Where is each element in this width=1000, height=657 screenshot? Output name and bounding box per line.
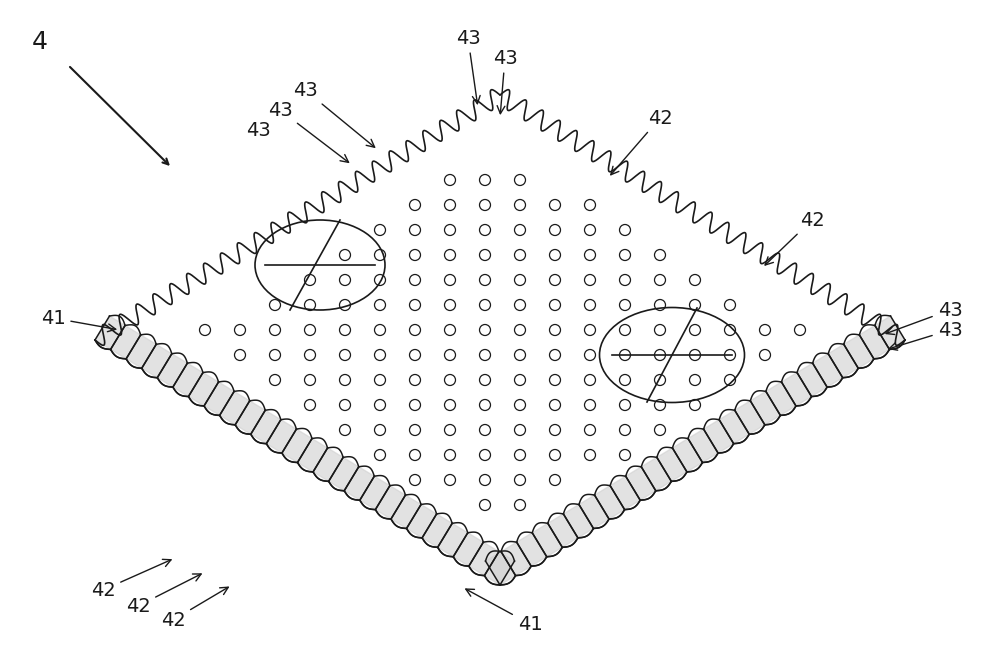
Text: 4: 4 — [32, 30, 48, 54]
Text: 42: 42 — [765, 210, 824, 265]
Text: 41: 41 — [41, 309, 116, 332]
Polygon shape — [95, 316, 125, 350]
Polygon shape — [844, 335, 874, 369]
Polygon shape — [501, 542, 531, 576]
Polygon shape — [563, 505, 593, 538]
Polygon shape — [626, 467, 656, 500]
Polygon shape — [813, 353, 843, 387]
Polygon shape — [517, 533, 547, 566]
Text: 43: 43 — [889, 321, 962, 350]
Polygon shape — [453, 533, 483, 566]
Polygon shape — [828, 344, 858, 378]
Polygon shape — [391, 495, 421, 528]
Polygon shape — [438, 524, 468, 556]
Polygon shape — [188, 373, 219, 406]
Polygon shape — [235, 401, 265, 434]
Polygon shape — [704, 420, 734, 453]
Polygon shape — [766, 382, 796, 415]
Polygon shape — [422, 514, 452, 547]
Polygon shape — [875, 316, 905, 350]
Polygon shape — [220, 392, 250, 425]
Polygon shape — [595, 486, 625, 519]
Text: 42: 42 — [161, 587, 228, 629]
Polygon shape — [282, 429, 312, 463]
Text: 42: 42 — [91, 559, 171, 599]
Polygon shape — [142, 344, 172, 378]
Polygon shape — [548, 514, 578, 547]
Polygon shape — [173, 363, 203, 397]
Polygon shape — [641, 457, 671, 491]
Text: 42: 42 — [126, 574, 201, 616]
Text: 43: 43 — [493, 49, 517, 114]
Polygon shape — [407, 505, 437, 538]
Polygon shape — [750, 392, 780, 425]
Polygon shape — [735, 401, 765, 434]
Polygon shape — [329, 457, 359, 491]
Polygon shape — [781, 373, 812, 406]
Text: 43: 43 — [886, 300, 962, 334]
Polygon shape — [204, 382, 234, 415]
Polygon shape — [610, 476, 640, 510]
Text: 41: 41 — [466, 589, 542, 633]
Polygon shape — [859, 325, 889, 359]
Text: 43: 43 — [456, 28, 480, 104]
Text: 43: 43 — [246, 120, 270, 139]
Polygon shape — [486, 552, 516, 585]
Polygon shape — [126, 335, 156, 369]
Polygon shape — [672, 438, 702, 472]
Polygon shape — [375, 486, 405, 519]
Polygon shape — [157, 353, 187, 387]
Polygon shape — [719, 410, 749, 443]
Polygon shape — [688, 429, 718, 463]
Polygon shape — [484, 552, 514, 585]
Polygon shape — [579, 495, 609, 528]
Polygon shape — [657, 448, 687, 482]
Polygon shape — [266, 420, 296, 453]
Text: 43: 43 — [268, 101, 349, 162]
Polygon shape — [532, 524, 562, 556]
Text: 42: 42 — [611, 108, 672, 175]
Polygon shape — [298, 438, 328, 472]
Polygon shape — [360, 476, 390, 510]
Polygon shape — [251, 410, 281, 443]
Text: 43: 43 — [293, 81, 375, 147]
Polygon shape — [313, 448, 343, 482]
Polygon shape — [344, 467, 374, 500]
Polygon shape — [111, 325, 141, 359]
Polygon shape — [797, 363, 827, 397]
Polygon shape — [469, 542, 499, 576]
